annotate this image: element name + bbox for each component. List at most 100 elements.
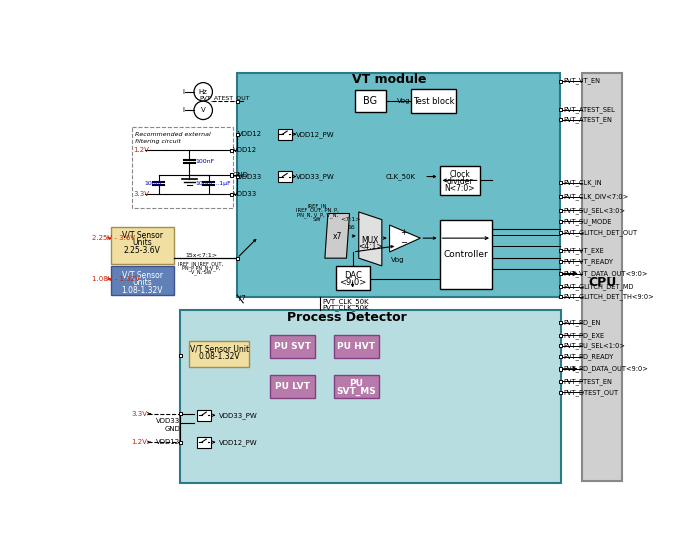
Text: PVT_ATEST_OUT: PVT_ATEST_OUT [199,95,250,101]
Text: 2.25V - 3.6V: 2.25V - 3.6V [92,235,136,241]
Polygon shape [389,225,420,252]
Text: +: + [400,228,407,237]
Bar [559,231,562,234]
Bar [235,175,239,178]
Text: /7: /7 [239,295,246,301]
Text: Units: Units [132,238,153,248]
Text: VT module: VT module [352,73,427,86]
Text: PVT_PD_EXE: PVT_PD_EXE [564,332,605,339]
Bar [189,340,249,367]
Text: VDD12: VDD12 [232,147,257,153]
Bar [559,118,562,121]
Bar [440,220,492,289]
Bar [278,129,292,139]
Text: 1.2V: 1.2V [133,147,149,153]
Text: Vbg: Vbg [391,256,405,263]
Text: VDD12_PW: VDD12_PW [295,131,334,138]
Text: 1.08V - 1.32V: 1.08V - 1.32V [92,276,140,282]
Text: V_N, SW: V_N, SW [190,269,211,275]
Bar [178,354,181,357]
Bar [559,334,562,337]
Bar [111,227,174,264]
Text: VDD12_PW: VDD12_PW [218,439,257,446]
Text: 2.25-3.6V: 2.25-3.6V [124,246,161,255]
Polygon shape [358,212,382,266]
Text: Units: Units [132,278,153,287]
Text: I: I [183,108,185,113]
Text: PVT_VT_EN: PVT_VT_EN [564,78,601,85]
Text: VDD12: VDD12 [238,131,262,137]
Bar [559,355,562,358]
Bar [559,285,562,288]
Text: PVT_PD_READY: PVT_PD_READY [564,353,614,360]
Text: PVT_PU_SEL<1:0>: PVT_PU_SEL<1:0> [564,343,626,349]
Text: PVT_VT_DATA_OUT<9:0>: PVT_VT_DATA_OUT<9:0> [564,270,648,277]
Text: 1.08-1.32V: 1.08-1.32V [122,286,163,295]
Bar [230,193,233,196]
Bar [132,127,233,208]
Bar [111,266,174,295]
Text: I: I [183,89,185,95]
Text: PU HVT: PU HVT [337,342,375,351]
Text: PVT_PD_EN: PVT_PD_EN [564,319,601,326]
Text: 100nF...1μF: 100nF...1μF [195,181,231,186]
Bar [559,108,562,111]
Bar [336,266,370,291]
Text: Controller: Controller [443,250,488,259]
Bar [559,80,562,82]
Text: VDD33: VDD33 [232,192,257,197]
Text: 1.2V: 1.2V [131,439,147,445]
Bar [559,380,562,383]
Text: PVT_ATEST_SEL: PVT_ATEST_SEL [564,106,615,113]
Bar [559,195,562,198]
Text: PVT_SU_SEL<3:0>: PVT_SU_SEL<3:0> [564,207,626,214]
Text: VDD33: VDD33 [238,174,262,180]
Text: V/T Sensor: V/T Sensor [122,270,163,279]
Bar [355,90,386,112]
Text: Process Detector: Process Detector [287,311,407,324]
Bar [197,437,211,447]
Bar [559,209,562,212]
Bar [559,321,562,324]
Text: Test block: Test block [413,96,454,106]
Text: 3.3V: 3.3V [131,410,147,417]
Text: Hz: Hz [199,89,208,95]
Bar [582,73,622,482]
Text: PVT_PD_DATA_OUT<9:0>: PVT_PD_DATA_OUT<9:0> [564,366,648,372]
Text: IREF_OUT, PN_P,: IREF_OUT, PN_P, [296,208,339,213]
Bar [334,375,379,398]
Text: PVT_VT_READY: PVT_VT_READY [564,258,614,265]
Text: V/T Sensor Unit: V/T Sensor Unit [190,344,249,353]
Bar [559,249,562,252]
Bar [559,220,562,223]
Text: CLK_50K: CLK_50K [386,173,416,180]
Text: IREF_IN: IREF_IN [307,203,327,209]
Bar [334,335,379,358]
Text: 100nF: 100nF [145,181,164,186]
Text: 0.08-1.32V: 0.08-1.32V [199,352,240,361]
Bar [559,344,562,347]
Bar [235,256,239,260]
Text: VDD33: VDD33 [156,418,180,424]
Text: PVT_GLITCH_DET_TH<9:0>: PVT_GLITCH_DET_TH<9:0> [564,293,654,300]
Text: 16: 16 [347,225,355,230]
Text: SVT_MS: SVT_MS [337,387,377,396]
Bar [278,171,292,182]
Bar [237,73,561,297]
Text: GND: GND [232,172,248,178]
Text: Vbg: Vbg [397,98,411,104]
Text: filtering circuit: filtering circuit [134,139,181,144]
Text: BG: BG [363,96,377,106]
Text: 3.3V: 3.3V [133,192,149,197]
Text: PU LVT: PU LVT [275,382,310,391]
Text: PVT_GLITCH_DET_OUT: PVT_GLITCH_DET_OUT [564,230,638,236]
Text: PVT_CLK_50K: PVT_CLK_50K [323,298,369,305]
Text: divider: divider [447,178,473,186]
Bar [197,410,211,421]
Text: Recommended external: Recommended external [134,133,211,137]
Text: PN_N, V_P, V_N,: PN_N, V_P, V_N, [297,212,337,218]
Bar [559,367,562,371]
Bar [180,310,561,483]
Text: PVT_CLK_DIV<7:0>: PVT_CLK_DIV<7:0> [564,193,629,200]
Text: PVT_CLK_IN: PVT_CLK_IN [564,179,602,186]
